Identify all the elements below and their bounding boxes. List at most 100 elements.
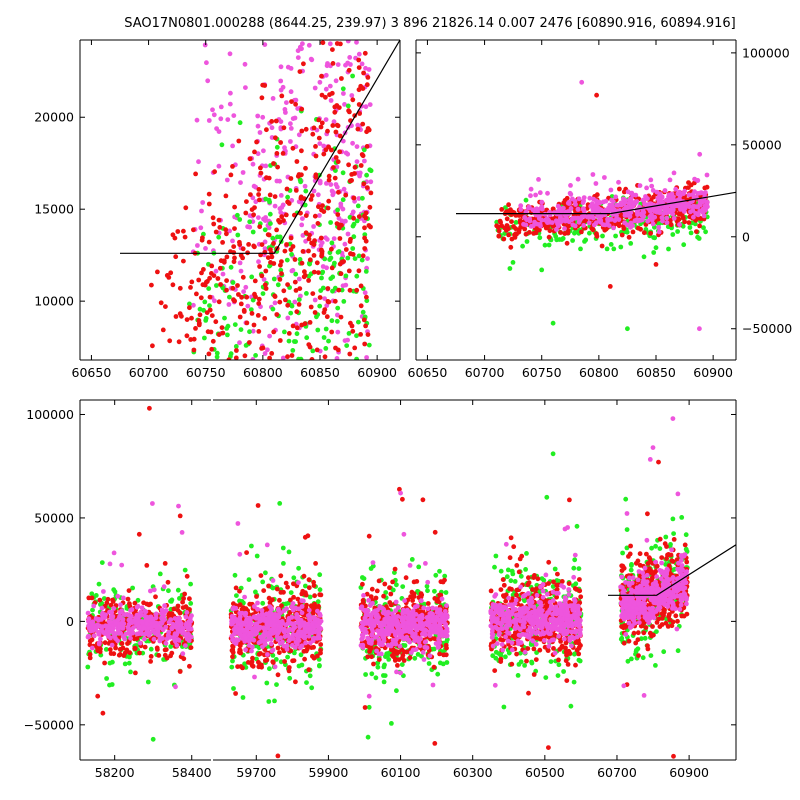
data-point-red — [191, 227, 196, 232]
data-point-red — [620, 233, 625, 238]
data-point-magenta — [240, 611, 245, 616]
data-point-red — [595, 192, 600, 197]
data-point-red — [318, 295, 323, 300]
data-point-magenta — [317, 141, 322, 146]
data-point-red — [187, 596, 192, 601]
data-point-red — [241, 275, 246, 280]
data-point-red — [279, 590, 284, 595]
data-point-green — [354, 333, 359, 338]
data-point-green — [374, 675, 379, 680]
data-point-red — [348, 239, 353, 244]
data-point-red — [192, 348, 197, 353]
data-point-red — [348, 321, 353, 326]
data-point-green — [169, 599, 174, 604]
data-point-red — [102, 661, 107, 666]
data-point-red — [294, 309, 299, 314]
data-point-magenta — [672, 216, 677, 221]
data-point-magenta — [398, 635, 403, 640]
data-point-magenta — [267, 334, 272, 339]
data-point-red — [404, 575, 409, 580]
data-point-red — [269, 351, 274, 356]
data-point-red — [278, 573, 283, 578]
data-point-green — [229, 351, 234, 356]
data-point-green — [416, 652, 421, 657]
data-point-red — [178, 669, 183, 674]
data-point-red — [221, 331, 226, 336]
data-point-magenta — [106, 632, 111, 637]
data-point-red — [339, 315, 344, 320]
data-point-red — [185, 574, 190, 579]
data-point-red — [336, 159, 341, 164]
data-point-magenta — [262, 633, 267, 638]
data-point-red — [595, 234, 600, 239]
data-point-red — [238, 315, 243, 320]
data-point-magenta — [601, 200, 606, 205]
data-point-magenta — [355, 144, 360, 149]
data-point-magenta — [695, 178, 700, 183]
data-point-red — [181, 656, 186, 661]
data-point-red — [347, 352, 352, 357]
data-point-green — [260, 601, 265, 606]
data-point-magenta — [166, 630, 171, 635]
data-point-magenta — [705, 204, 710, 209]
data-point-green — [654, 245, 659, 250]
data-point-red — [339, 271, 344, 276]
data-point-magenta — [172, 633, 177, 638]
data-point-magenta — [703, 190, 708, 195]
data-point-red — [240, 256, 245, 261]
data-point-magenta — [136, 622, 141, 627]
data-point-red — [270, 659, 275, 664]
data-point-magenta — [594, 220, 599, 225]
data-point-magenta — [285, 643, 290, 648]
data-point-magenta — [138, 641, 143, 646]
data-point-magenta — [422, 657, 427, 662]
data-point-magenta — [621, 197, 626, 202]
data-point-red — [291, 146, 296, 151]
data-point-red — [153, 594, 158, 599]
data-point-magenta — [184, 621, 189, 626]
data-point-magenta — [664, 198, 669, 203]
data-point-red — [200, 235, 205, 240]
data-point-magenta — [297, 277, 302, 282]
data-point-red — [262, 250, 267, 255]
data-point-red — [187, 305, 192, 310]
data-point-magenta — [558, 214, 563, 219]
data-point-red — [189, 645, 194, 650]
data-point-magenta — [611, 199, 616, 204]
data-point-green — [376, 665, 381, 670]
data-point-red — [335, 41, 340, 46]
data-point-magenta — [258, 616, 263, 621]
data-point-magenta — [109, 614, 114, 619]
data-point-magenta — [343, 242, 348, 247]
data-point-magenta — [697, 152, 702, 157]
data-point-red — [167, 338, 172, 343]
data-point-magenta — [268, 610, 273, 615]
data-point-red — [631, 230, 636, 235]
data-point-red — [262, 316, 267, 321]
data-point-green — [364, 269, 369, 274]
data-point-red — [273, 294, 278, 299]
data-point-red — [176, 604, 181, 609]
data-point-red — [220, 240, 225, 245]
data-point-magenta — [228, 102, 233, 107]
data-point-green — [97, 582, 102, 587]
data-point-red — [356, 127, 361, 132]
data-point-magenta — [297, 624, 302, 629]
data-point-magenta — [100, 606, 105, 611]
data-point-magenta — [241, 170, 246, 175]
data-point-magenta — [533, 193, 538, 198]
data-point-magenta — [204, 60, 209, 65]
data-point-red — [144, 563, 149, 568]
data-point-magenta — [368, 179, 373, 184]
data-point-magenta — [394, 670, 399, 675]
data-point-red — [310, 654, 315, 659]
data-point-green — [215, 355, 220, 360]
data-point-magenta — [265, 543, 270, 548]
data-point-magenta — [332, 236, 337, 241]
data-point-magenta — [402, 598, 407, 603]
data-point-magenta — [285, 316, 290, 321]
data-point-red — [181, 229, 186, 234]
data-point-magenta — [168, 617, 173, 622]
data-point-magenta — [419, 598, 424, 603]
data-point-magenta — [268, 605, 273, 610]
